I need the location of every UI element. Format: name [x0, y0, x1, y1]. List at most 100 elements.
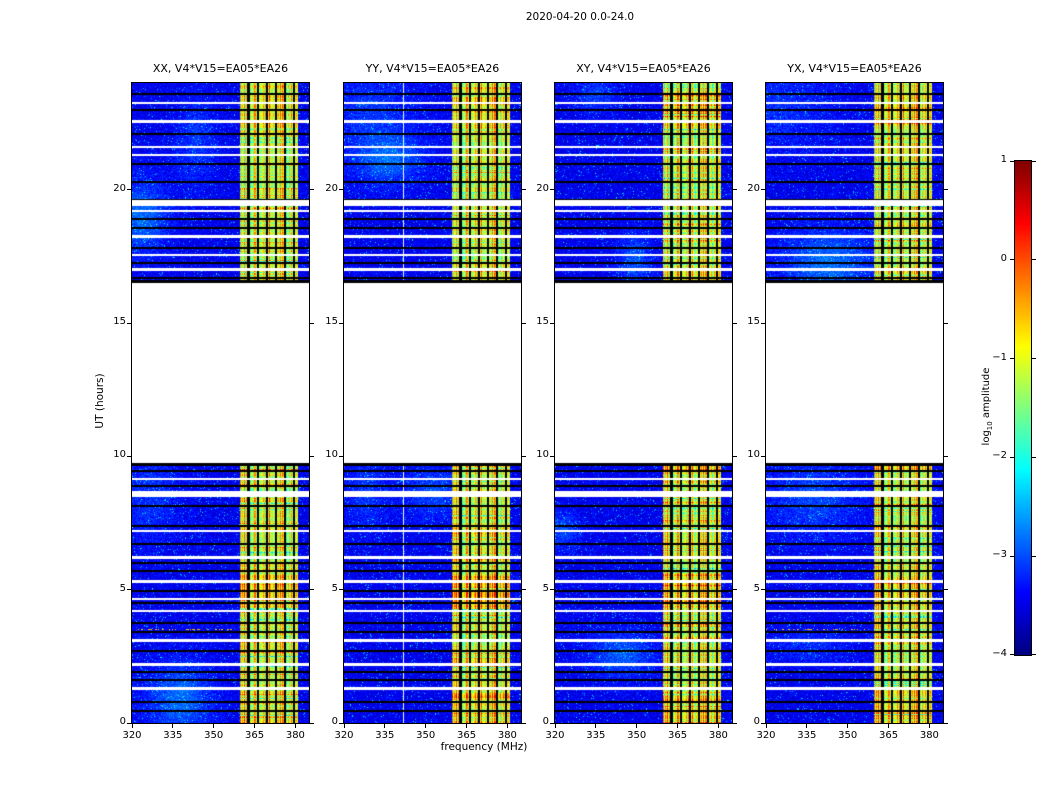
y-tick-mark	[944, 189, 948, 191]
colorbar-tick-mark	[1032, 161, 1036, 162]
x-tick-mark	[847, 724, 849, 728]
colorbar-label-prefix: log	[981, 430, 992, 446]
y-tick-mark	[522, 189, 526, 191]
y-tick-mark	[127, 589, 131, 591]
y-tick-label: 0	[331, 716, 338, 727]
x-tick-mark	[554, 724, 556, 728]
x-tick-label: 335	[375, 730, 395, 741]
y-tick-mark	[733, 455, 737, 457]
x-tick-mark	[172, 724, 174, 728]
x-tick-mark	[343, 724, 345, 728]
colorbar-tick-mark	[1032, 555, 1036, 557]
colorbar-tick-mark	[1010, 161, 1014, 162]
x-tick-mark	[806, 724, 808, 728]
spectrogram-panel-yy: YY, V4*V15=EA05*EA26 0 5 10 15 20 320 335 350 36…	[325, 62, 526, 741]
colorbar-tick-mark	[1010, 654, 1014, 655]
y-tick-mark	[522, 722, 526, 724]
x-axis-label: frequency (MHz)	[440, 741, 528, 753]
colorbar-canvas	[1015, 161, 1031, 655]
colorbar-tick-mark	[1010, 456, 1014, 458]
colorbar-tick-label: −3	[992, 549, 1007, 561]
y-tick-label: 10	[536, 449, 549, 461]
x-tick-label: 320	[122, 730, 142, 741]
y-tick-mark	[310, 589, 314, 591]
y-tick-label: 5	[542, 582, 549, 594]
y-tick-mark	[339, 722, 343, 724]
colorbar-label: log10 amplitude	[981, 334, 994, 479]
y-tick-label: 20	[113, 182, 126, 194]
y-tick-mark	[761, 589, 765, 591]
x-tick-mark	[888, 724, 890, 728]
y-tick-label: 10	[747, 449, 760, 461]
x-tick-mark	[425, 724, 427, 728]
x-tick-label: 380	[708, 730, 728, 741]
x-tick-mark	[595, 724, 597, 728]
y-tick-mark	[761, 722, 765, 724]
y-tick-mark	[310, 322, 314, 324]
x-tick-mark	[254, 724, 256, 728]
x-tick-mark	[506, 724, 508, 728]
y-tick-mark	[733, 589, 737, 591]
x-tick-mark	[131, 724, 133, 728]
y-tick-mark	[522, 589, 526, 591]
y-tick-mark	[550, 722, 554, 724]
colorbar-label-suffix: amplitude	[981, 367, 992, 422]
y-tick-mark	[310, 189, 314, 191]
colorbar-tick-label: −2	[992, 450, 1007, 462]
x-tick-label: 380	[285, 730, 305, 741]
y-tick-mark	[339, 589, 343, 591]
colorbar-tick-mark	[1010, 259, 1014, 261]
colorbar-tick-label: 0	[1000, 252, 1007, 264]
x-tick-label: 335	[797, 730, 817, 741]
y-tick-mark	[944, 722, 948, 724]
colorbar-tick-label: −1	[992, 351, 1007, 363]
panel-title-yx: YX, V4*V15=EA05*EA26	[787, 62, 922, 75]
y-tick-label: 20	[747, 182, 760, 194]
colorbar-tick-mark	[1010, 555, 1014, 557]
colorbar-tick-label: 1	[1000, 154, 1007, 165]
x-tick-label: 350	[416, 730, 436, 741]
y-tick-mark	[761, 322, 765, 324]
y-tick-mark	[522, 455, 526, 457]
x-tick-label: 320	[334, 730, 354, 741]
y-tick-mark	[310, 722, 314, 724]
y-tick-mark	[522, 322, 526, 324]
y-tick-mark	[761, 455, 765, 457]
x-tick-label: 365	[667, 730, 688, 741]
y-tick-label: 5	[119, 582, 126, 594]
x-tick-label: 365	[878, 730, 899, 741]
y-tick-mark	[550, 589, 554, 591]
y-tick-mark	[761, 189, 765, 191]
spectrogram-canvas-yx	[766, 83, 943, 723]
y-tick-label: 10	[325, 449, 338, 461]
x-tick-label: 380	[919, 730, 939, 741]
x-tick-label: 365	[244, 730, 265, 741]
x-tick-mark	[294, 724, 296, 728]
colorbar: 1 0 −1 −2 −3 −4	[992, 154, 1036, 659]
x-tick-mark	[213, 724, 215, 728]
y-tick-mark	[339, 322, 343, 324]
spectrogram-canvas-xx	[132, 83, 309, 723]
figure-title: 2020-04-20 0.0-24.0	[525, 11, 635, 23]
x-tick-label: 380	[497, 730, 517, 741]
x-tick-label: 350	[627, 730, 647, 741]
y-tick-mark	[550, 455, 554, 457]
x-tick-label: 335	[586, 730, 606, 741]
y-tick-mark	[127, 455, 131, 457]
x-tick-mark	[717, 724, 719, 728]
y-tick-label: 15	[325, 316, 338, 327]
x-tick-mark	[928, 724, 930, 728]
x-tick-label: 350	[838, 730, 858, 741]
spectrogram-panel-xx: XX, V4*V15=EA05*EA26 0 5 10 15 20 320 335 350 36…	[113, 62, 314, 741]
x-tick-label: 365	[456, 730, 477, 741]
y-tick-mark	[550, 189, 554, 191]
y-tick-mark	[310, 455, 314, 457]
y-tick-mark	[339, 189, 343, 191]
spectrogram-canvas-yy	[344, 83, 521, 723]
y-tick-mark	[550, 322, 554, 324]
panel-title-xx: XX, V4*V15=EA05*EA26	[152, 62, 289, 75]
colorbar-tick-mark	[1032, 259, 1036, 261]
y-tick-label: 0	[119, 716, 126, 727]
x-tick-mark	[765, 724, 767, 728]
